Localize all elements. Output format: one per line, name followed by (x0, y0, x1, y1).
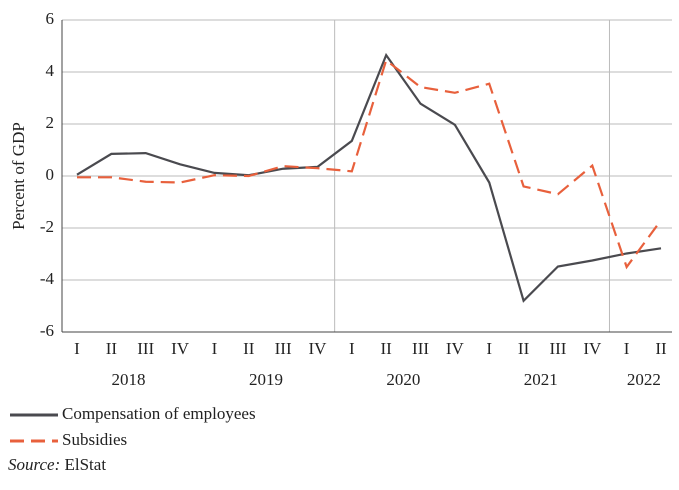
x-tick-label: I (624, 339, 630, 358)
x-tick-label: III (137, 339, 154, 358)
y-tick-label: -4 (40, 269, 55, 288)
source: Source: ElStat (8, 455, 106, 474)
x-tick-label: II (518, 339, 530, 358)
x-tick-label: IV (583, 339, 602, 358)
year-label: 2022 (627, 370, 661, 389)
x-tick-label: IV (446, 339, 465, 358)
series-line (76, 52, 662, 303)
y-tick-label: -2 (40, 217, 54, 236)
x-tick-label: III (549, 339, 566, 358)
year-label: 2019 (249, 370, 283, 389)
x-tick-label: IV (308, 339, 327, 358)
x-tick-label: III (412, 339, 429, 358)
x-tick-label: I (74, 339, 80, 358)
y-tick-label: 0 (46, 165, 55, 184)
legend-label: Compensation of employees (62, 404, 256, 423)
x-tick-label: II (381, 339, 393, 358)
legend-label: Subsidies (62, 430, 127, 449)
series-line (77, 58, 662, 270)
year-label: 2020 (386, 370, 420, 389)
y-tick-label: 6 (46, 9, 55, 28)
x-tick-label: I (349, 339, 355, 358)
x-tick-label: I (212, 339, 218, 358)
x-tick-label: II (243, 339, 255, 358)
y-tick-label: 4 (46, 61, 55, 80)
year-label: 2021 (524, 370, 558, 389)
x-tick-label: II (106, 339, 118, 358)
y-tick-label: -6 (40, 321, 54, 340)
y-axis-label: Percent of GDP (9, 122, 28, 230)
year-label: 2018 (112, 370, 146, 389)
x-tick-label: II (655, 339, 667, 358)
y-tick-label: 2 (46, 113, 55, 132)
source-label: Source: (8, 455, 60, 474)
x-tick-label: I (486, 339, 492, 358)
x-tick-label: IV (171, 339, 190, 358)
source-text: ElStat (65, 455, 107, 474)
x-tick-label: III (275, 339, 292, 358)
